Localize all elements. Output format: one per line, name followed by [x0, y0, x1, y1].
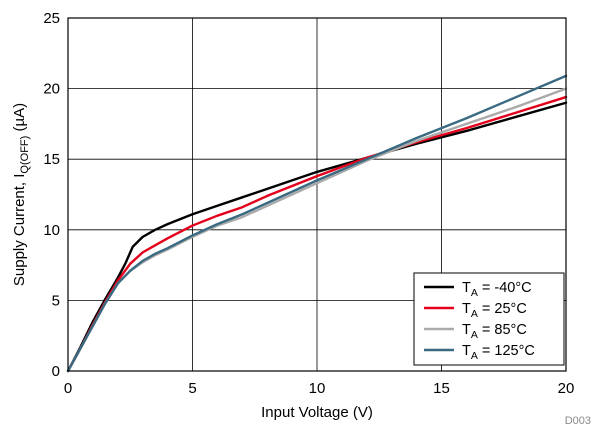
legend-label-sub: A [471, 329, 478, 341]
y-tick-label: 0 [52, 363, 60, 380]
y-axis-label-unit: (µA) [11, 103, 28, 136]
legend-label-sub: A [471, 308, 478, 320]
y-axis-label: Supply Current, IQ(OFF) (µA) [11, 103, 31, 286]
y-tick-label: 20 [43, 81, 60, 98]
legend-label-main: T [462, 343, 471, 359]
legend-label-main: T [462, 280, 471, 296]
plot-frame [67, 17, 567, 372]
legend-item: TA = 85°C [424, 322, 527, 341]
x-tick-label: 5 [188, 380, 196, 397]
x-tick-label: 20 [558, 380, 575, 397]
legend-label-rest: = 25°C [478, 301, 527, 317]
legend-item: TA = 25°C [424, 301, 527, 320]
y-tick-label: 10 [43, 222, 60, 239]
x-tick-label: 10 [309, 380, 326, 397]
y-tick-label: 15 [43, 151, 60, 168]
legend-label-sub: A [471, 350, 478, 362]
legend-label: TA = -40°C [462, 280, 532, 299]
legend-label-main: T [462, 322, 471, 338]
legend-label-rest: = -40°C [478, 280, 532, 296]
legend-label-rest: = 85°C [478, 322, 527, 338]
y-tick-labels: 0 5 10 15 20 25 [43, 10, 60, 380]
y-tick-label: 25 [43, 10, 60, 27]
legend-label: TA = 125°C [462, 343, 535, 362]
legend-label-main: T [462, 301, 471, 317]
legend-item: TA = 125°C [424, 343, 535, 362]
series-line-3 [66, 74, 568, 373]
legend-label-rest: = 125°C [478, 343, 535, 359]
series-group [66, 74, 568, 373]
x-tick-label: 0 [64, 380, 72, 397]
legend-label: TA = 25°C [462, 301, 527, 320]
legend-item: TA = -40°C [424, 280, 532, 299]
y-axis-label-sub: Q(OFF) [19, 136, 31, 174]
y-axis-label-main: Supply Current, I [11, 174, 28, 287]
legend-label: TA = 85°C [462, 322, 527, 341]
figure-code: D003 [565, 415, 591, 427]
legend-label-sub: A [471, 287, 478, 299]
legend: TA = -40°CTA = 25°CTA = 85°CTA = 125°C [413, 272, 565, 366]
x-axis-label: Input Voltage (V) [261, 404, 373, 421]
y-tick-label: 5 [52, 292, 60, 309]
x-tick-label: 15 [433, 380, 450, 397]
x-tick-labels: 0 5 10 15 20 [64, 380, 575, 397]
